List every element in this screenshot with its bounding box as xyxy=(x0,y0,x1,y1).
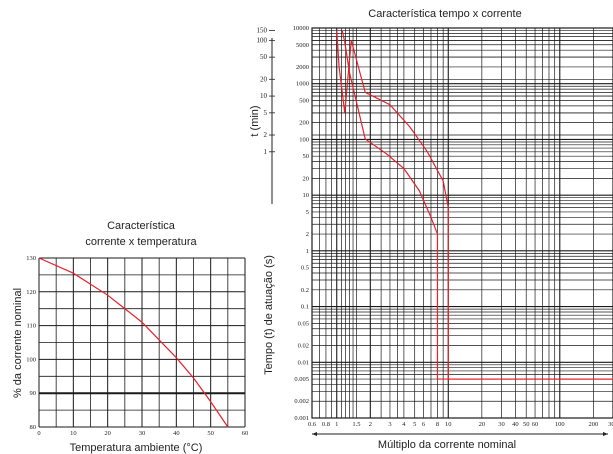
time-current-chart: 0.60.811.5234568102030405060100200300502… xyxy=(257,25,613,428)
right-series-line xyxy=(336,30,613,380)
right-y-tick-seconds: 20 xyxy=(303,175,310,182)
right-y-tick-minutes-secondary: 10000 xyxy=(293,25,309,32)
left-y-tick-label: 120 xyxy=(26,289,36,296)
right-x-tick-label: 0.6 xyxy=(308,421,317,428)
left-y-tick-label: 80 xyxy=(30,424,37,431)
right-x-tick-label: 100 xyxy=(555,421,565,428)
right-x-tick-label: 3 xyxy=(388,421,391,428)
right-x-tick-label: 30 xyxy=(498,421,505,428)
right-y-tick-seconds: 10 xyxy=(303,192,310,199)
right-y-tick-minutes: 100 xyxy=(257,36,268,44)
right-y-tick-seconds: 0.05 xyxy=(298,320,309,327)
right-y-tick-minutes: 1 xyxy=(264,148,268,156)
right-x-tick-label: 6 xyxy=(422,421,426,428)
right-y-tick-seconds: 50 xyxy=(303,153,310,160)
right-y-tick-seconds: 0.005 xyxy=(294,376,309,383)
right-y-tick-minutes: 150 xyxy=(257,27,268,35)
left-x-tick-label: 30 xyxy=(139,430,146,437)
right-y-tick-minutes: 2 xyxy=(264,131,268,139)
left-series-line xyxy=(38,257,229,428)
right-y-tick-minutes: 20 xyxy=(260,75,268,83)
left-y-tick-label: 100 xyxy=(26,356,36,363)
right-x-tick-label: 300 xyxy=(608,421,613,428)
right-y-tick-seconds: 0.02 xyxy=(298,343,309,350)
right-y-tick-seconds: 0.01 xyxy=(298,359,309,366)
right-y-tick-seconds: 0.5 xyxy=(301,265,309,272)
right-y-tick-seconds: 2 xyxy=(306,231,309,238)
right-y-tick-minutes-secondary: 1000 xyxy=(296,81,309,88)
right-y-tick-seconds: 0.1 xyxy=(301,304,309,311)
right-plot-frame xyxy=(311,27,613,419)
right-y-tick-minutes: 10 xyxy=(260,92,268,100)
left-y-tick-label: 90 xyxy=(30,390,37,397)
right-chart-x-axis-label: Múltiplo da corrente nominal xyxy=(378,439,516,451)
right-chart-y-axis-label-seconds: Tempo (t) de atuação (s) xyxy=(263,255,275,375)
right-y-tick-seconds: 0.002 xyxy=(294,398,309,405)
left-x-tick-label: 10 xyxy=(70,430,77,437)
right-y-tick-seconds: 0.2 xyxy=(301,287,309,294)
right-x-tick-label: 1.5 xyxy=(352,421,360,428)
right-y-tick-minutes-secondary: 200 xyxy=(299,120,309,127)
right-chart-x-axis-arrow-head-right xyxy=(603,432,608,436)
left-x-tick-label: 50 xyxy=(207,430,214,437)
left-chart-title-line-1: Característica xyxy=(107,220,176,232)
right-x-tick-label: 2 xyxy=(369,421,372,428)
right-x-tick-label: 8 xyxy=(436,421,439,428)
right-chart-x-axis-arrow-head-left xyxy=(312,432,317,436)
right-y-tick-seconds: 1 xyxy=(306,248,309,255)
right-x-tick-label: 40 xyxy=(512,421,519,428)
right-x-tick-label: 200 xyxy=(588,421,598,428)
right-x-tick-label: 50 xyxy=(523,421,530,428)
left-chart-title-line-2: corrente x temperatura xyxy=(85,236,197,248)
left-x-tick-label: 0 xyxy=(37,430,40,437)
right-y-tick-minutes-secondary: 500 xyxy=(299,97,309,104)
right-x-tick-label: 60 xyxy=(532,421,539,428)
left-chart-y-axis-label: % da corrente nominal xyxy=(12,288,24,398)
right-y-tick-seconds: 5 xyxy=(306,209,309,216)
left-y-tick-label: 110 xyxy=(26,323,36,330)
right-y-tick-seconds: 0.001 xyxy=(294,415,309,422)
right-x-tick-label: 20 xyxy=(479,421,486,428)
right-chart-y-axis-label-minutes: t (min) xyxy=(249,105,261,136)
right-y-tick-minutes-secondary: 2000 xyxy=(296,64,309,71)
right-x-tick-label: 1 xyxy=(335,421,338,428)
left-chart-x-axis-label: Temperatura ambiente (°C) xyxy=(70,442,203,454)
left-x-tick-label: 20 xyxy=(104,430,111,437)
right-y-tick-minutes: 5 xyxy=(264,109,268,117)
right-y-tick-minutes-secondary: 5000 xyxy=(296,42,309,49)
right-x-tick-label: 4 xyxy=(402,421,406,428)
right-x-tick-label: 10 xyxy=(445,421,452,428)
right-series-line xyxy=(341,30,613,380)
right-y-tick-minutes-secondary: 100 xyxy=(299,136,309,143)
left-y-tick-label: 130 xyxy=(26,255,36,262)
left-x-tick-label: 40 xyxy=(173,430,180,437)
left-x-tick-label: 60 xyxy=(242,430,249,437)
right-x-tick-label: 5 xyxy=(413,421,416,428)
temperature-derating-chart: 0 10 20 30 40 50 60 80 90 100 110 120 130 xyxy=(26,255,248,437)
right-x-tick-label: 0.8 xyxy=(322,421,330,428)
right-y-tick-minutes: 50 xyxy=(260,53,268,61)
right-chart-title: Característica tempo x corrente xyxy=(368,8,521,20)
